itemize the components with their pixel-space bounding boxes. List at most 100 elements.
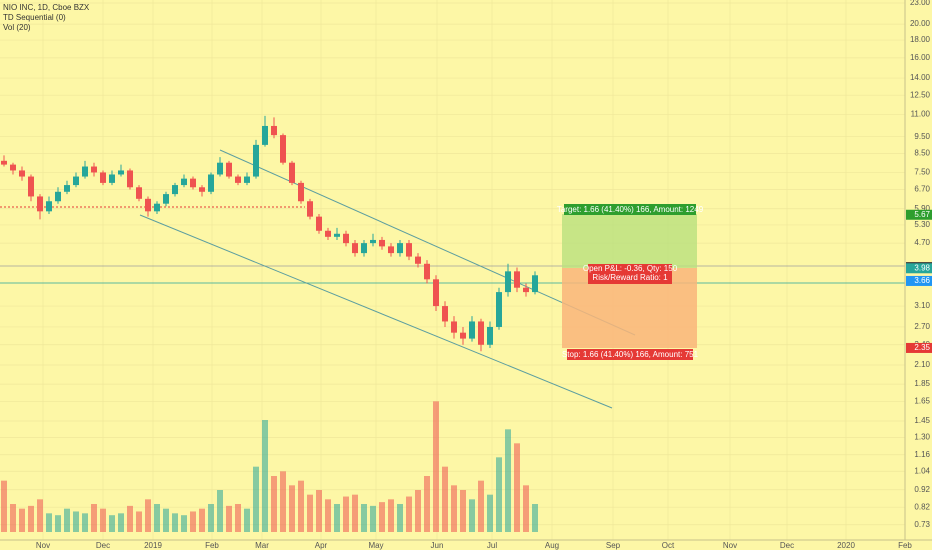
volume-bar — [343, 496, 349, 532]
candles — [1, 115, 538, 352]
price-tag-label: 3.66 — [914, 276, 930, 285]
candle-body — [352, 243, 358, 254]
candle-body — [271, 125, 277, 136]
volume-bar — [136, 511, 142, 532]
candle-body — [244, 176, 250, 183]
candle-body — [361, 243, 367, 254]
candle-body — [397, 243, 403, 254]
y-tick-label: 16.00 — [910, 53, 931, 62]
volume-bar — [109, 515, 115, 532]
volume-bar — [406, 496, 412, 532]
volume-bar — [271, 476, 277, 532]
stop-box — [567, 349, 693, 360]
symbol-title: NIO INC, 1D, Cboe BZX — [3, 3, 90, 12]
x-tick-label: Nov — [723, 541, 737, 550]
candle-body — [145, 198, 151, 212]
volume-bar — [226, 505, 232, 532]
volume-bar — [289, 485, 295, 532]
volume-bar — [190, 511, 196, 532]
candle-body — [208, 174, 214, 192]
indicator: Vol (20) — [3, 23, 31, 32]
volume-bar — [325, 499, 331, 532]
y-tick-label: 1.30 — [914, 433, 930, 442]
volume-bar — [127, 505, 133, 532]
volume-bar — [64, 508, 70, 532]
volume-bar — [505, 429, 511, 532]
stop-label: Stop: 1.66 (41.40%) 166, Amount: 751 — [562, 350, 699, 359]
candle-body — [289, 162, 295, 183]
volume-bar — [154, 504, 160, 532]
volume-bar — [532, 504, 538, 532]
x-tick-label: Sep — [606, 541, 621, 550]
volume-bar — [1, 480, 7, 532]
x-tick-label: Dec — [780, 541, 794, 550]
volume-bar — [433, 401, 439, 532]
target-label: Target: 1.66 (41.40%) 166, Amount: 1249 — [557, 205, 704, 214]
volume-bar — [46, 513, 52, 532]
candle-body — [388, 246, 394, 254]
candle-body — [190, 178, 196, 188]
volume-bar — [199, 508, 205, 532]
price-tag-label: 5.67 — [914, 210, 930, 219]
x-tick-label: Feb — [898, 541, 912, 550]
y-tick-label: 9.50 — [914, 132, 930, 141]
candle-body — [415, 256, 421, 264]
candle-body — [514, 271, 520, 288]
volume-bar — [19, 508, 25, 532]
target-zone — [562, 214, 697, 268]
y-tick-label: 5.30 — [914, 220, 930, 229]
rr-label: Risk/Reward Ratio: 1 — [592, 273, 668, 282]
x-tick-label: Jun — [431, 541, 444, 550]
x-tick-label: 2020 — [837, 541, 855, 550]
y-tick-label: 7.50 — [914, 168, 930, 177]
x-tick-label: May — [368, 541, 383, 550]
y-tick-label: 3.10 — [914, 301, 930, 310]
volume-bar — [244, 508, 250, 532]
price-tag — [906, 209, 932, 220]
candle-body — [172, 185, 178, 195]
candle-body — [199, 187, 205, 192]
volume-bar — [37, 499, 43, 532]
candle-body — [532, 275, 538, 293]
y-tick-label: 6.70 — [914, 185, 930, 194]
volume-bar — [451, 485, 457, 532]
volume-bar — [10, 504, 16, 532]
candle-body — [100, 172, 106, 183]
y-tick-label: 4.70 — [914, 238, 930, 247]
volume-bar — [82, 513, 88, 532]
volume-bar — [496, 457, 502, 532]
candle-body — [460, 332, 466, 339]
candle-body — [487, 326, 493, 345]
candle-body — [64, 185, 70, 192]
candle-body — [505, 271, 511, 293]
volume-bar — [280, 471, 286, 532]
candle-body — [109, 174, 115, 183]
target-box — [564, 204, 696, 215]
volume-bar — [307, 494, 313, 532]
volume-bar — [469, 499, 475, 532]
y-tick-label: 1.65 — [914, 397, 930, 406]
volume-bar — [397, 504, 403, 532]
candle-body — [217, 162, 223, 175]
candle-body — [136, 187, 142, 199]
price-tag-label: 3.98 — [914, 263, 930, 272]
volume-bar — [523, 485, 529, 532]
volume-bar — [91, 504, 97, 532]
candle-body — [118, 170, 124, 175]
y-tick-label: 20.00 — [910, 19, 931, 28]
candle-body — [442, 306, 448, 322]
pnl-box — [588, 264, 672, 284]
volume-bar — [172, 513, 178, 532]
volume-bar — [442, 466, 448, 532]
volume-bar — [145, 499, 151, 532]
candle-body — [496, 292, 502, 327]
candle-body — [46, 201, 52, 212]
candle-body — [424, 263, 430, 280]
volume-bar — [55, 515, 61, 532]
volume-bar — [478, 480, 484, 532]
volume-bar — [352, 494, 358, 532]
volume-bar — [379, 502, 385, 532]
x-tick-label: Aug — [545, 541, 559, 550]
x-tick-label: Nov — [36, 541, 50, 550]
